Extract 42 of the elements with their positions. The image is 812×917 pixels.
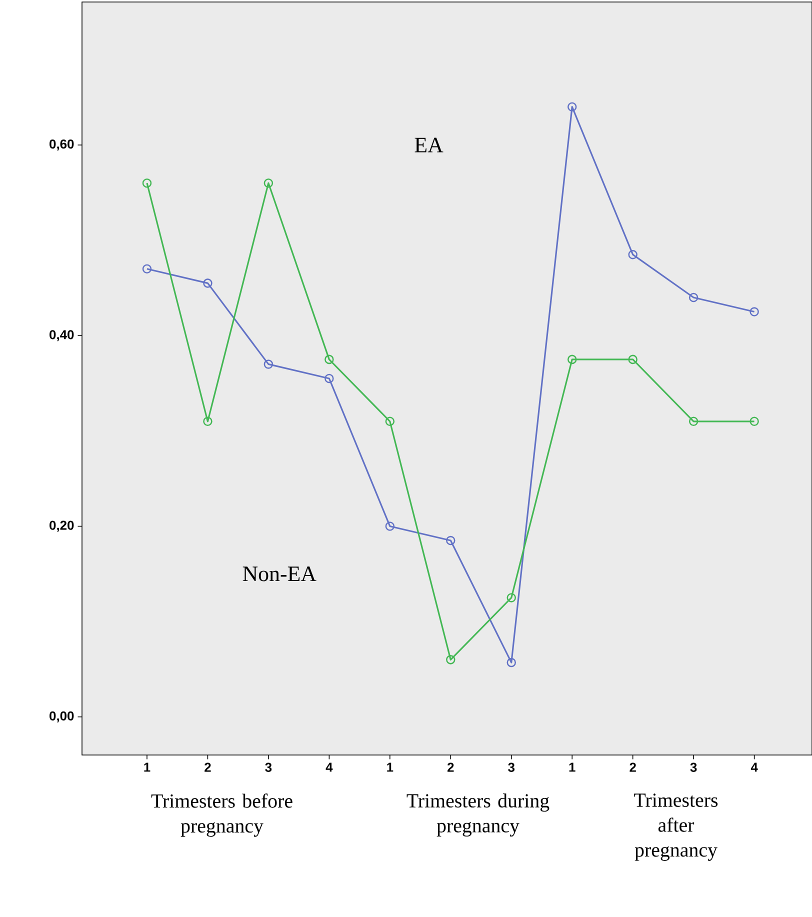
point [749, 416, 759, 426]
x-tick-label: 1 [144, 762, 150, 772]
point [324, 354, 334, 364]
point [385, 416, 394, 426]
x-tick-label: 4 [326, 762, 333, 772]
y-tick-label: 0,00 [49, 711, 74, 722]
point [688, 416, 698, 426]
point [324, 374, 334, 384]
point [142, 178, 152, 188]
point [567, 102, 577, 112]
point [142, 264, 152, 274]
y-tick-label: 0,60 [49, 139, 74, 150]
x-tick-label: 3 [508, 762, 514, 772]
x-tick-label: 3 [264, 762, 272, 772]
point [446, 655, 456, 664]
point [202, 416, 212, 426]
point [749, 307, 759, 316]
point [264, 360, 273, 369]
point [506, 593, 516, 602]
point [688, 292, 698, 302]
x-tick-label: 2 [204, 762, 211, 772]
y-tick-label: 0,40 [49, 330, 74, 342]
y-tick-label: 0,20 [49, 520, 74, 532]
annotation: Non-EA [242, 566, 316, 582]
x-tick-label: 2 [447, 762, 454, 772]
text: Trimesters after pregnancy [634, 794, 718, 861]
x-tick-label: 4 [750, 762, 758, 772]
point [628, 250, 638, 260]
annotation: EA [414, 138, 444, 152]
x-tick-label: 1 [569, 762, 576, 772]
x-tick-label: 1 [386, 762, 393, 772]
point [506, 658, 516, 668]
text: Trimesters during pregnancy [406, 794, 550, 837]
text: Trimesters before pregnancy [151, 794, 292, 837]
point [628, 354, 638, 364]
x-tick-label: 3 [690, 762, 697, 772]
point [264, 178, 273, 188]
point [446, 536, 456, 546]
x-tick-label: 2 [630, 762, 636, 772]
point [385, 522, 394, 531]
point [202, 278, 212, 288]
point [567, 354, 577, 364]
